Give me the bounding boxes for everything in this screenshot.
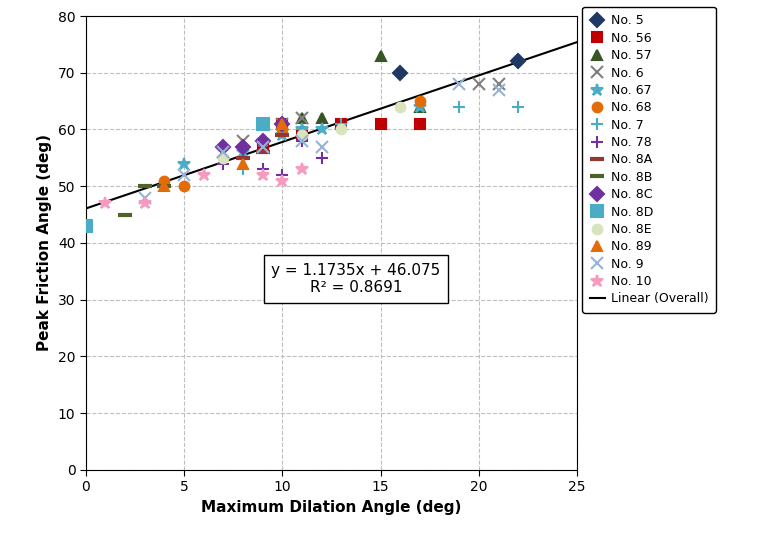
Legend: No. 5, No. 56, No. 57, No. 6, No. 67, No. 68, No. 7, No. 78, No. 8A, No. 8B, No.: No. 5, No. 56, No. 57, No. 6, No. 67, No… — [582, 7, 716, 313]
Text: y = 1.1735x + 46.075
R² = 0.8691: y = 1.1735x + 46.075 R² = 0.8691 — [271, 263, 441, 295]
X-axis label: Maximum Dilation Angle (deg): Maximum Dilation Angle (deg) — [201, 500, 462, 515]
Y-axis label: Peak Friction Angle (deg): Peak Friction Angle (deg) — [37, 135, 52, 351]
